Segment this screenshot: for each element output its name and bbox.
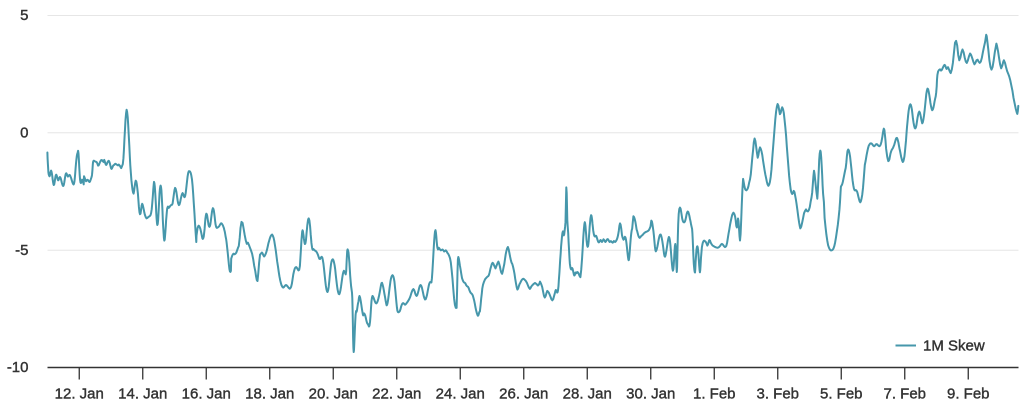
svg-text:3. Feb: 3. Feb (756, 386, 799, 403)
svg-text:0: 0 (20, 125, 28, 142)
svg-text:-5: -5 (15, 242, 28, 259)
svg-text:5: 5 (20, 7, 28, 24)
svg-text:7. Feb: 7. Feb (883, 386, 926, 403)
svg-text:26. Jan: 26. Jan (499, 386, 548, 403)
svg-text:1M Skew: 1M Skew (923, 338, 985, 355)
svg-text:28. Jan: 28. Jan (563, 386, 612, 403)
svg-text:24. Jan: 24. Jan (436, 386, 485, 403)
svg-text:1. Feb: 1. Feb (693, 386, 736, 403)
svg-text:30. Jan: 30. Jan (626, 386, 675, 403)
svg-text:22. Jan: 22. Jan (372, 386, 421, 403)
svg-text:18. Jan: 18. Jan (245, 386, 294, 403)
svg-text:16. Jan: 16. Jan (182, 386, 231, 403)
svg-text:14. Jan: 14. Jan (118, 386, 167, 403)
svg-text:20. Jan: 20. Jan (309, 386, 358, 403)
svg-text:9. Feb: 9. Feb (947, 386, 990, 403)
svg-text:12. Jan: 12. Jan (55, 386, 104, 403)
svg-text:5. Feb: 5. Feb (820, 386, 863, 403)
svg-text:-10: -10 (7, 359, 29, 376)
